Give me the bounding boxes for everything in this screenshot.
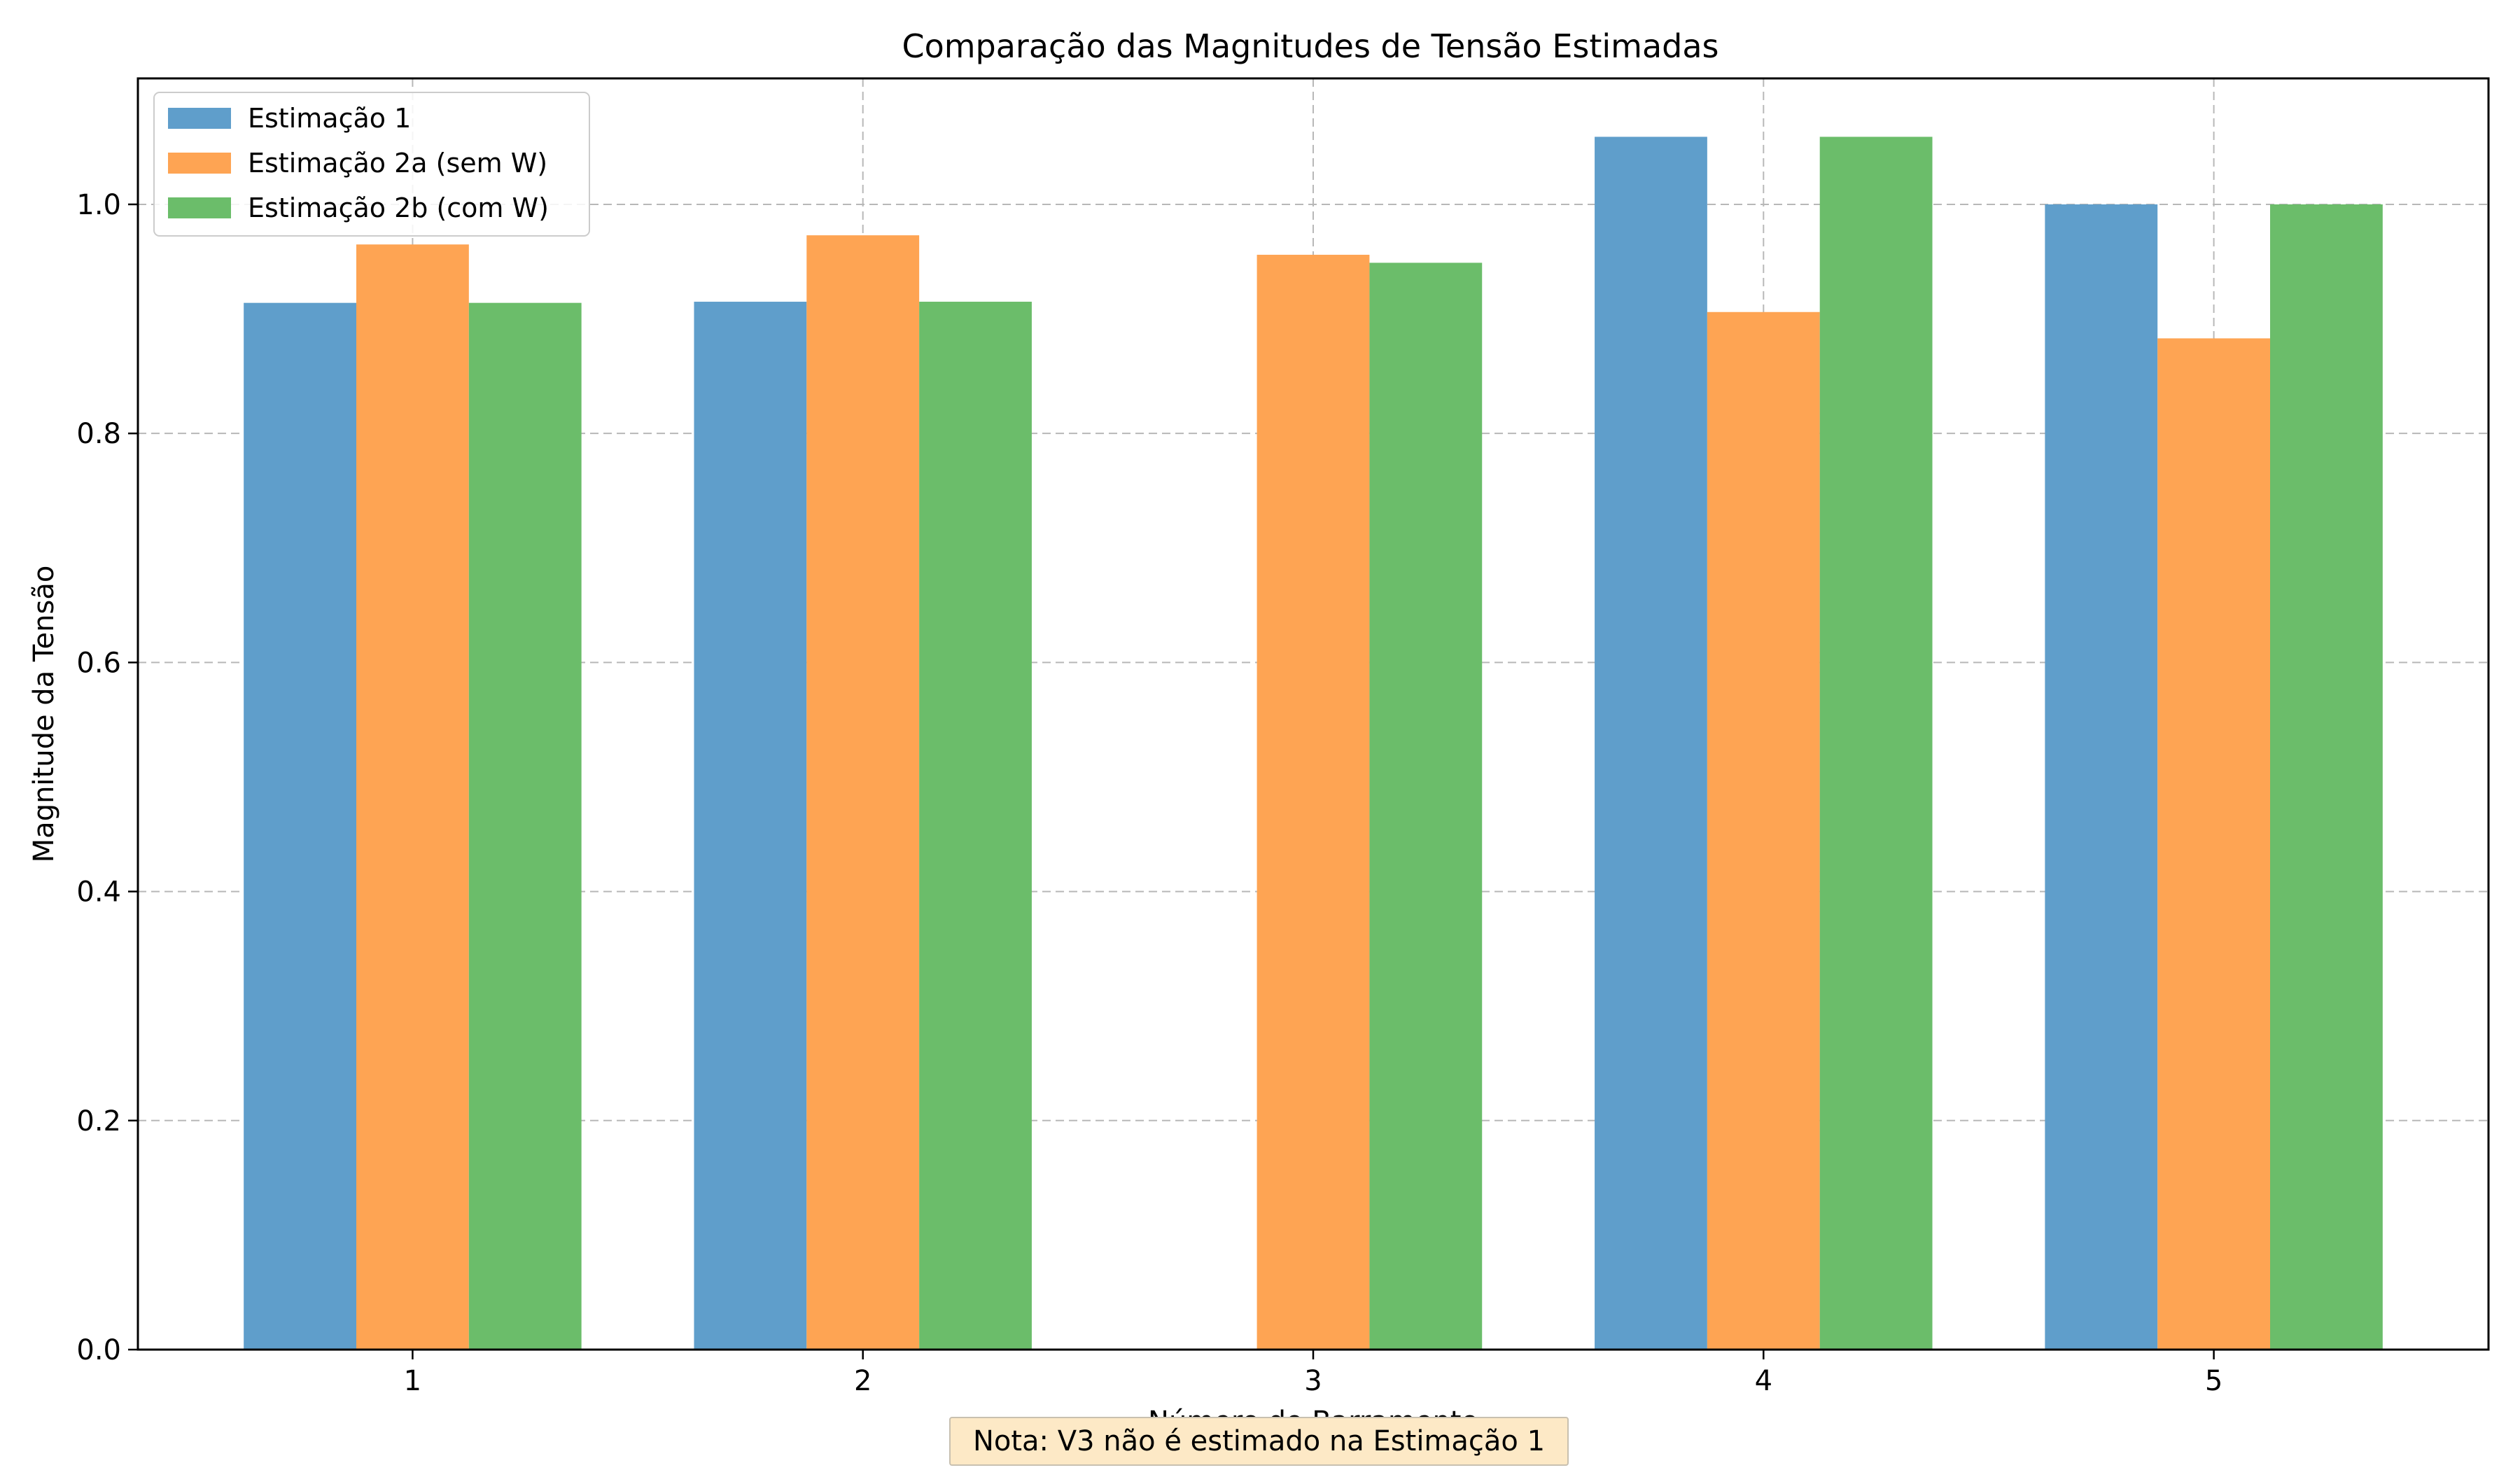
bar-series-3-bus-5 — [2270, 204, 2383, 1350]
y-tick-label: 0.4 — [76, 876, 121, 909]
bar-series-3-bus-3 — [1369, 262, 1483, 1350]
y-tick-label: 0.2 — [76, 1105, 121, 1138]
legend-label-1: Estimação 1 — [248, 103, 411, 134]
bar-series-1-bus-4 — [1595, 136, 1707, 1350]
x-tick-label: 1 — [404, 1365, 421, 1397]
bar-series-1-bus-5 — [2045, 204, 2158, 1350]
y-axis-ticks: 0.0 0.2 0.4 0.6 0.8 1.0 — [76, 189, 138, 1366]
y-tick-label: 1.0 — [76, 189, 121, 221]
legend-swatch-1 — [168, 108, 231, 129]
legend: Estimação 1 Estimação 2a (sem W) Estimação… — [153, 92, 590, 237]
note-annotation: Nota: V3 não é estimado na Estimação 1 — [949, 1417, 1569, 1466]
bar-series-2-bus-4 — [1707, 312, 1820, 1350]
bar-series-2-bus-3 — [1256, 254, 1370, 1350]
legend-label-2: Estimação 2a (sem W) — [248, 148, 547, 178]
bar-series-3-bus-4 — [1819, 136, 1933, 1350]
legend-swatch-3 — [168, 197, 231, 218]
chart-title: Comparação das Magnitudes de Tensão Esti… — [902, 27, 1718, 65]
legend-box — [153, 92, 590, 237]
bar-series-1-bus-2 — [694, 302, 807, 1350]
bars-group — [244, 136, 2383, 1350]
bar-series-3-bus-2 — [919, 302, 1032, 1350]
x-tick-label: 5 — [2205, 1365, 2222, 1397]
bar-series-2-bus-1 — [356, 244, 469, 1350]
legend-label-3: Estimação 2b (com W) — [248, 192, 549, 223]
x-tick-label: 3 — [1304, 1365, 1322, 1397]
bar-series-2-bus-5 — [2157, 338, 2271, 1350]
x-tick-label: 4 — [1755, 1365, 1772, 1397]
y-tick-label: 0.0 — [76, 1334, 121, 1366]
x-axis-ticks: 1 2 3 4 5 — [404, 1350, 2222, 1397]
bar-series-2-bus-2 — [806, 235, 920, 1350]
y-tick-label: 0.8 — [76, 418, 121, 450]
bar-series-1-bus-1 — [244, 302, 356, 1350]
y-tick-label: 0.6 — [76, 647, 121, 679]
bar-series-3-bus-1 — [468, 302, 582, 1350]
legend-swatch-2 — [168, 153, 231, 174]
y-axis-label: Magnitude da Tensão — [28, 566, 60, 863]
x-tick-label: 2 — [854, 1365, 872, 1397]
